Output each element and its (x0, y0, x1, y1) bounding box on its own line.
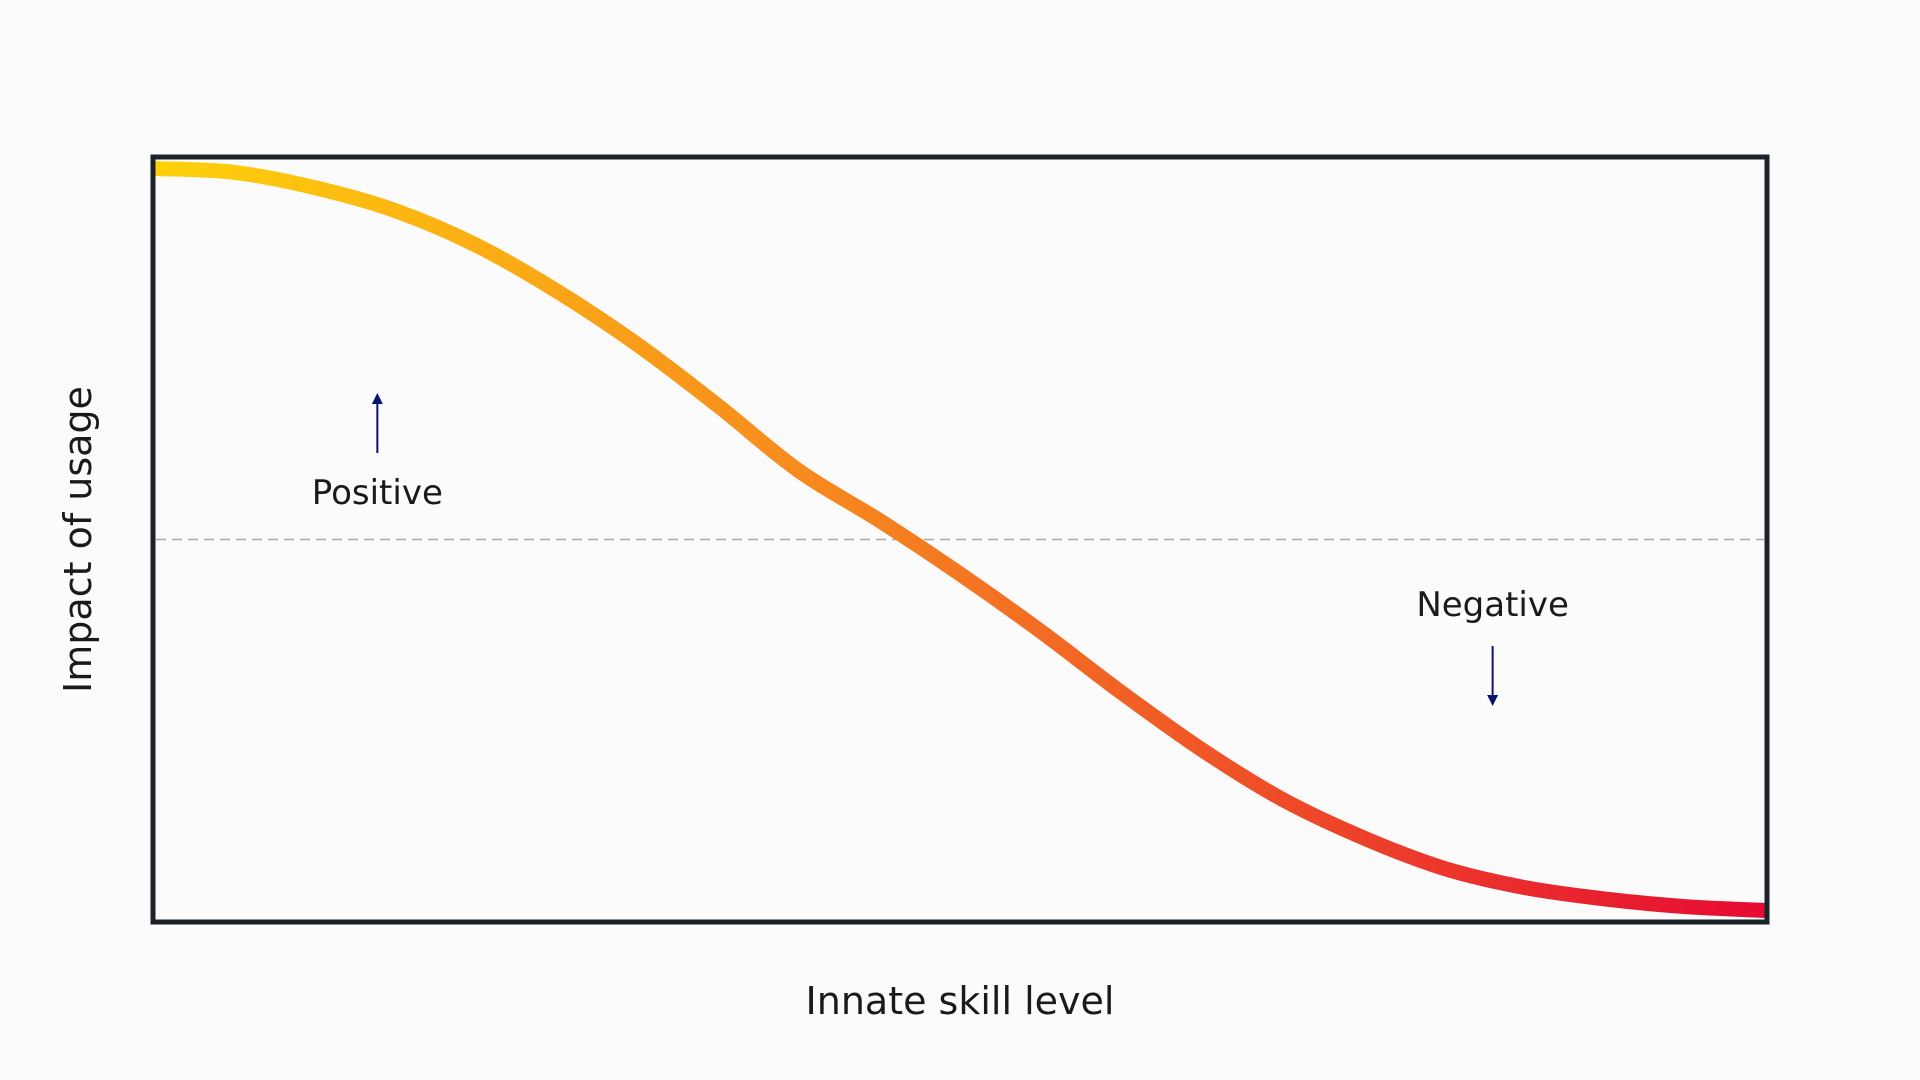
negative-annotation: Negative (1416, 585, 1569, 706)
positive-label: Positive (312, 473, 443, 513)
arrow-down-head-icon (1487, 695, 1499, 706)
series-line (152, 160, 1768, 919)
x-axis-label: Innate skill level (806, 979, 1115, 1023)
positive-annotation: Positive (312, 393, 443, 513)
arrow-up-head-icon (371, 393, 383, 404)
negative-label: Negative (1416, 585, 1569, 625)
y-axis-label: Impact of usage (56, 386, 100, 693)
plot-frame (150, 154, 1770, 925)
